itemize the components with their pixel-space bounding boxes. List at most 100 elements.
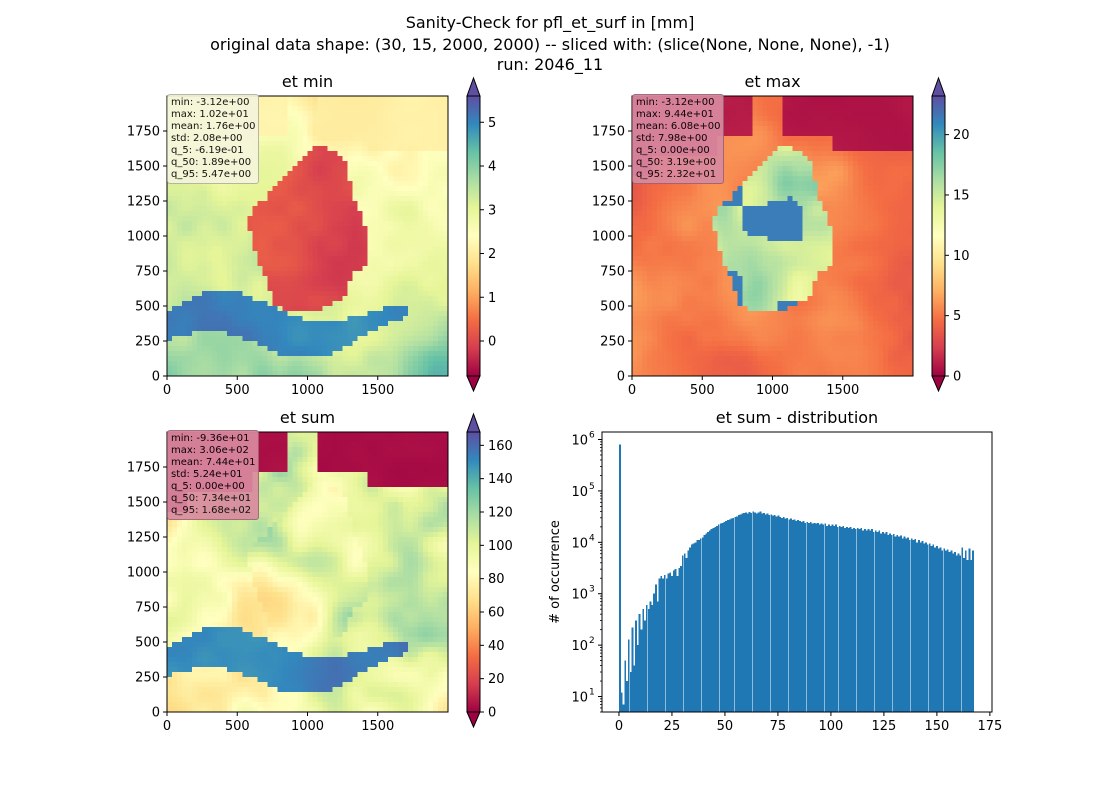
heatmap-cell (327, 206, 334, 212)
heatmap-cell (402, 171, 409, 177)
heatmap-cell (377, 166, 384, 172)
heatmap-cell (232, 301, 238, 307)
heatmap-cell (667, 366, 673, 372)
heatmap-cell (352, 246, 359, 252)
heatmap-cell (762, 171, 769, 177)
heatmap-cell (787, 246, 794, 252)
heatmap-cell (302, 216, 309, 222)
heatmap-cell (662, 261, 668, 267)
heatmap-cell (287, 96, 294, 102)
heatmap-cell (202, 261, 208, 267)
heatmap-cell (767, 186, 774, 192)
heatmap-cell (272, 126, 278, 132)
heatmap-cell (267, 306, 273, 312)
heatmap-cell (387, 156, 394, 162)
heatmap-cell (342, 301, 349, 307)
heatmap-cell (657, 311, 663, 317)
heatmap-cell (317, 346, 324, 352)
heatmap-cell (757, 156, 764, 162)
heatmap-cell (317, 116, 324, 122)
heatmap-cell (322, 216, 329, 222)
heatmap-cell (307, 221, 314, 227)
heatmap-cell (397, 346, 404, 352)
heatmap-cell (172, 346, 178, 352)
heatmap-cell (302, 291, 309, 297)
heatmap-cell (167, 336, 173, 342)
heatmap-cell (427, 341, 434, 347)
heatmap-cell (697, 216, 703, 222)
heatmap-cell (702, 226, 708, 232)
heatmap-cell (402, 271, 409, 277)
heatmap-cell (247, 231, 253, 237)
heatmap-cell (792, 161, 799, 167)
heatmap-cell (737, 96, 743, 102)
heatmap-cell (347, 306, 354, 312)
heatmap-cell (752, 211, 759, 217)
heatmap-cell (757, 366, 764, 372)
heatmap-cell (742, 146, 749, 152)
heatmap-cell (402, 211, 409, 217)
heatmap-cell (412, 96, 419, 102)
heatmap-cell (632, 276, 638, 282)
heatmap-cell (437, 176, 444, 182)
heatmap-cell (307, 196, 314, 202)
heatmap-cell (262, 256, 268, 262)
heatmap-cell (432, 266, 439, 272)
heatmap-cell (292, 156, 299, 162)
heatmap-cell (722, 341, 728, 347)
heatmap-cell (407, 286, 414, 292)
heatmap-cell (737, 136, 743, 142)
heatmap-cell (437, 161, 444, 167)
heatmap-cell (232, 231, 238, 237)
heatmap-cell (662, 186, 668, 192)
heatmap-cell (437, 106, 444, 112)
heatmap-cell (727, 336, 733, 342)
colorbar-tick-label: 1 (488, 291, 496, 306)
heatmap-cell (302, 221, 309, 227)
heatmap-cell (387, 181, 394, 187)
heatmap-cell (442, 316, 449, 322)
heatmap-cell (392, 271, 399, 277)
heatmap-cell (187, 196, 193, 202)
heatmap-cell (267, 251, 273, 257)
heatmap-cell (342, 211, 349, 217)
heatmap-cell (667, 326, 673, 332)
heatmap-cell (312, 161, 319, 167)
heatmap-cell (287, 331, 294, 337)
heatmap-cell (677, 291, 683, 297)
heatmap-cell (297, 371, 304, 377)
heatmap-cell (382, 231, 389, 237)
heatmap-cell (297, 361, 304, 367)
heatmap-cell (417, 351, 424, 357)
heatmap-cell (707, 291, 713, 297)
heatmap-cell (362, 136, 369, 142)
heatmap-cell (177, 371, 183, 377)
heatmap-cell (332, 311, 339, 317)
heatmap-cell (752, 176, 759, 182)
heatmap-cell (632, 241, 638, 247)
heatmap-cell (302, 121, 309, 127)
heatmap-cell (207, 281, 213, 287)
heatmap-cell (382, 301, 389, 307)
heatmap-cell (412, 276, 419, 282)
heatmap-cell (367, 231, 374, 237)
heatmap-cell (267, 216, 273, 222)
heatmap-cell (412, 196, 419, 202)
heatmap-cell (307, 101, 314, 107)
heatmap-cell (282, 151, 289, 157)
heatmap-cell (737, 151, 743, 157)
heatmap-cell (397, 296, 404, 302)
heatmap-cell (232, 346, 238, 352)
colorbar-tick-label: 0 (488, 335, 496, 350)
heatmap-cell (387, 316, 394, 322)
heatmap-cell (647, 191, 653, 197)
heatmap-cell (437, 211, 444, 217)
heatmap-cell (357, 161, 364, 167)
heatmap-cell (357, 366, 364, 372)
heatmap-cell (242, 236, 248, 242)
heatmap-cell (752, 131, 759, 137)
heatmap-cell (362, 206, 369, 212)
heatmap-cell (722, 306, 728, 312)
heatmap-cell (407, 361, 414, 367)
heatmap-cell (382, 151, 389, 157)
